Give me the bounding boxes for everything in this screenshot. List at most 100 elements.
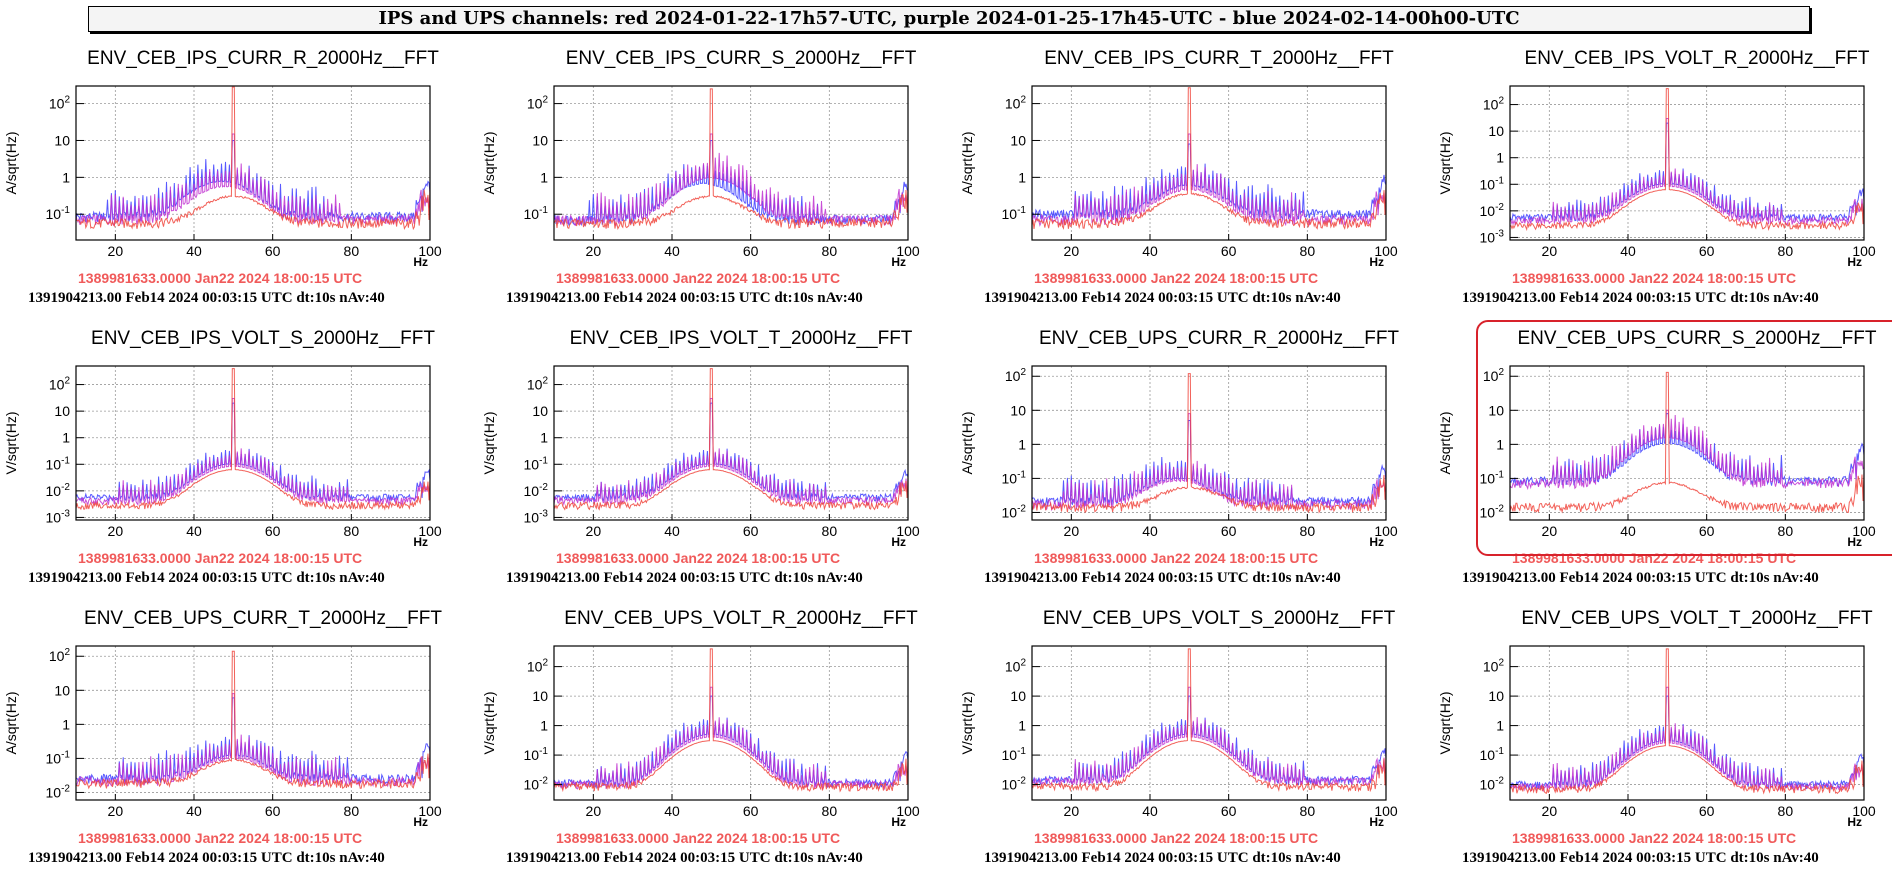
y-tick-label: 10-1 <box>1002 469 1027 486</box>
footer-red-timestamp: 1389981633.0000 Jan22 2024 18:00:15 UTC <box>1512 550 1796 566</box>
x-axis-label: Hz <box>413 815 428 829</box>
y-tick-base: 10 <box>527 377 543 393</box>
page-title: IPS and UPS channels: red 2024-01-22-17h… <box>88 6 1810 32</box>
footer-black-timestamp: 1391904213.00 Feb14 2024 00:03:15 UTC dt… <box>984 570 1341 586</box>
grid <box>554 646 909 800</box>
y-tick-base: 10 <box>1005 96 1021 112</box>
y-tick-label: 1 <box>1496 436 1504 452</box>
y-tick-base: 10 <box>1480 747 1496 763</box>
y-tick-exp: -1 <box>1495 469 1504 480</box>
y-tick-label: 10 <box>1010 688 1026 704</box>
plot-frame <box>1509 85 1865 241</box>
y-tick-label: 10-1 <box>524 205 549 222</box>
y-tick-exp: -1 <box>539 205 548 216</box>
x-tick-label: 80 <box>344 243 360 259</box>
y-axis-label: V/sqrt(Hz) <box>1437 132 1453 195</box>
y-tick-label: 10-2 <box>1480 202 1505 219</box>
y-tick-exp: -2 <box>1495 202 1504 213</box>
x-tick-label: 100 <box>1374 803 1398 819</box>
y-tick-label: 1 <box>540 169 548 185</box>
y-tick-base: 10 <box>524 483 540 499</box>
chart-panel: ENV_CEB_IPS_VOLT_R_2000Hz__FFT 20 40 60 80 10… <box>1437 48 1876 306</box>
y-tick-exp: -1 <box>61 749 70 760</box>
series-red-line <box>75 86 431 231</box>
y-tick-base: 10 <box>527 96 543 112</box>
y-tick-label: 102 <box>1005 95 1027 112</box>
y-tick-exp: -2 <box>539 776 548 787</box>
x-axis-label: Hz <box>1847 255 1862 269</box>
y-tick-label: 1 <box>1496 150 1504 166</box>
y-tick-base: 10 <box>527 659 543 675</box>
y-tick-label: 1 <box>62 430 70 446</box>
chart-panel: ENV_CEB_IPS_CURR_T_2000Hz__FFT 20 40 60 80 10… <box>959 48 1398 306</box>
y-tick-label: 102 <box>527 376 549 393</box>
x-tick-label: 60 <box>265 803 281 819</box>
y-tick-base: 10 <box>1480 777 1496 793</box>
series-blue-line <box>75 697 431 785</box>
series-blue-line <box>553 695 909 790</box>
y-tick-label: 10-2 <box>1480 503 1505 520</box>
y-tick-label: 102 <box>1483 367 1505 384</box>
y-tick-label: 10-1 <box>46 455 71 472</box>
x-tick-label: 100 <box>1374 243 1398 259</box>
x-tick-label: 20 <box>108 523 124 539</box>
footer-black-timestamp: 1391904213.00 Feb14 2024 00:03:15 UTC dt… <box>1462 850 1819 866</box>
y-tick-exp: -1 <box>539 455 548 466</box>
x-tick-label: 80 <box>1300 523 1316 539</box>
series-red-line <box>1509 648 1865 795</box>
x-tick-label: 80 <box>1778 243 1794 259</box>
x-axis-label: Hz <box>891 255 906 269</box>
y-tick-label: 10 <box>532 403 548 419</box>
y-tick-base: 10 <box>524 456 540 472</box>
y-tick-exp: 2 <box>542 658 548 669</box>
y-tick-exp: 2 <box>1498 96 1504 107</box>
chart-title: ENV_CEB_IPS_CURR_R_2000Hz__FFT <box>87 48 439 69</box>
x-tick-label: 100 <box>418 243 442 259</box>
series-red-line <box>553 648 909 793</box>
chart-title: ENV_CEB_UPS_CURR_S_2000Hz__FFT <box>1517 328 1876 349</box>
y-tick-label: 102 <box>49 647 71 664</box>
y-tick-label: 102 <box>1483 96 1505 113</box>
y-axis-label: A/sqrt(Hz) <box>481 132 497 195</box>
y-tick-exp: -2 <box>61 783 70 794</box>
footer-red-timestamp: 1389981633.0000 Jan22 2024 18:00:15 UTC <box>1034 550 1318 566</box>
footer-black-timestamp: 1391904213.00 Feb14 2024 00:03:15 UTC dt… <box>984 850 1341 866</box>
footer-black-timestamp: 1391904213.00 Feb14 2024 00:03:15 UTC dt… <box>28 570 385 586</box>
y-tick-exp: 2 <box>1020 367 1026 378</box>
x-tick-label: 80 <box>344 523 360 539</box>
series-red-line <box>1031 373 1387 514</box>
footer-red-timestamp: 1389981633.0000 Jan22 2024 18:00:15 UTC <box>78 550 362 566</box>
x-tick-label: 20 <box>1542 523 1558 539</box>
x-tick-label: 20 <box>1542 803 1558 819</box>
grid <box>1032 366 1387 520</box>
y-tick-base: 10 <box>46 483 62 499</box>
y-tick-base: 10 <box>524 206 540 222</box>
y-tick-label: 10-1 <box>46 205 71 222</box>
y-tick-label: 10 <box>1488 688 1504 704</box>
x-tick-label: 20 <box>586 243 602 259</box>
x-tick-label: 60 <box>1699 243 1715 259</box>
series-red-line <box>1031 648 1387 793</box>
y-tick-exp: -1 <box>1017 746 1026 757</box>
chart-title: ENV_CEB_UPS_VOLT_S_2000Hz__FFT <box>1043 608 1396 629</box>
x-tick-label: 20 <box>586 523 602 539</box>
y-tick-exp: 2 <box>542 95 548 106</box>
footer-black-timestamp: 1391904213.00 Feb14 2024 00:03:15 UTC dt… <box>984 290 1341 306</box>
y-tick-label: 10-2 <box>1002 503 1027 520</box>
series-purple-line <box>1031 133 1387 227</box>
y-tick-label: 10 <box>532 688 548 704</box>
series-red-line <box>1031 87 1387 230</box>
y-tick-label: 10 <box>1010 402 1026 418</box>
x-tick-label: 40 <box>664 803 680 819</box>
x-tick-label: 20 <box>1064 803 1080 819</box>
y-tick-base: 10 <box>46 509 62 525</box>
series-blue-line <box>553 402 909 503</box>
y-tick-exp: 2 <box>1020 95 1026 106</box>
y-tick-exp: 2 <box>542 376 548 387</box>
series-blue-line <box>1031 143 1387 221</box>
x-tick-label: 40 <box>664 523 680 539</box>
x-tick-label: 40 <box>1620 523 1636 539</box>
x-tick-label: 20 <box>1064 243 1080 259</box>
y-tick-label: 1 <box>62 716 70 732</box>
series-purple-line <box>553 133 909 227</box>
